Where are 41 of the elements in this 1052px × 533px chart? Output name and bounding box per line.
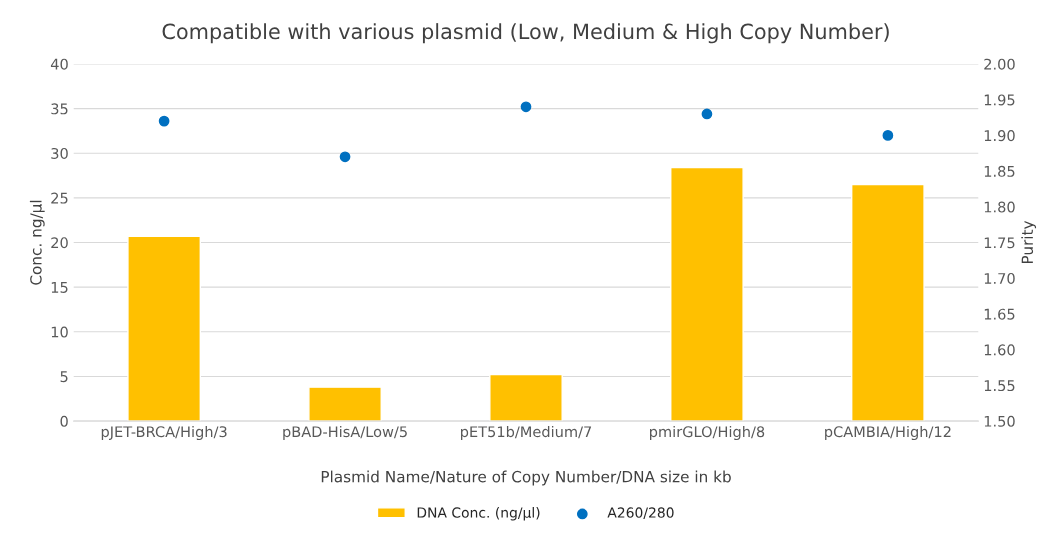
y2-tick-label: 1.95 <box>984 94 1015 106</box>
y2-axis-title: Purity <box>1021 220 1037 264</box>
bar <box>308 386 382 422</box>
x-tick-label: pJET-BRCA/High/3 <box>101 425 227 441</box>
bar <box>127 235 201 422</box>
y-tick-label: 25 <box>51 192 68 204</box>
y-tick-label: 20 <box>51 237 68 249</box>
y-tick-label: 15 <box>51 282 68 293</box>
legend-label: A260/280 <box>607 507 674 519</box>
y2-tick-label: 1.90 <box>984 130 1015 142</box>
y-tick-label: 0 <box>60 415 68 427</box>
x-tick-label: pET51b/Medium/7 <box>461 425 592 441</box>
bar <box>670 166 744 422</box>
y2-tick-label: 1.85 <box>984 165 1015 177</box>
y-axis-title: Conc. ng/µl <box>29 200 45 285</box>
point <box>339 151 351 163</box>
y2-tick-label: 2.00 <box>984 58 1015 70</box>
y2-tick-label: 1.65 <box>984 308 1015 320</box>
point <box>701 108 713 120</box>
y2-tick-label: 1.75 <box>984 237 1015 249</box>
x-axis-title: Plasmid Name/Nature of Copy Number/DNA size in kb <box>321 470 731 486</box>
x-tick-label: pmirGLO/High/8 <box>650 425 765 441</box>
point <box>520 101 532 113</box>
y2-tick-label: 1.70 <box>984 272 1015 284</box>
x-tick-label: pBAD-HisA/Low/5 <box>283 425 407 441</box>
y-tick-label: 10 <box>51 326 68 338</box>
x-tick-label: pCAMBIA/High/12 <box>825 425 951 441</box>
point <box>882 130 894 141</box>
y2-tick-label: 1.60 <box>984 344 1015 356</box>
chart-title: Compatible with various plasmid (Low, Medium & High Copy Number) <box>162 23 889 44</box>
y-tick-label: 5 <box>60 371 68 383</box>
y-tick-label: 40 <box>50 58 68 70</box>
y2-tick-label: 1.55 <box>984 380 1015 392</box>
y2-tick-label: 1.50 <box>984 415 1015 427</box>
bar <box>489 373 563 422</box>
point <box>158 115 170 127</box>
legend-label: DNA Conc. (ng/µl) <box>417 507 540 521</box>
bar <box>851 183 925 422</box>
y-tick-label: 35 <box>51 103 68 115</box>
y-tick-label: 30 <box>51 147 68 159</box>
y2-tick-label: 1.80 <box>984 201 1015 213</box>
